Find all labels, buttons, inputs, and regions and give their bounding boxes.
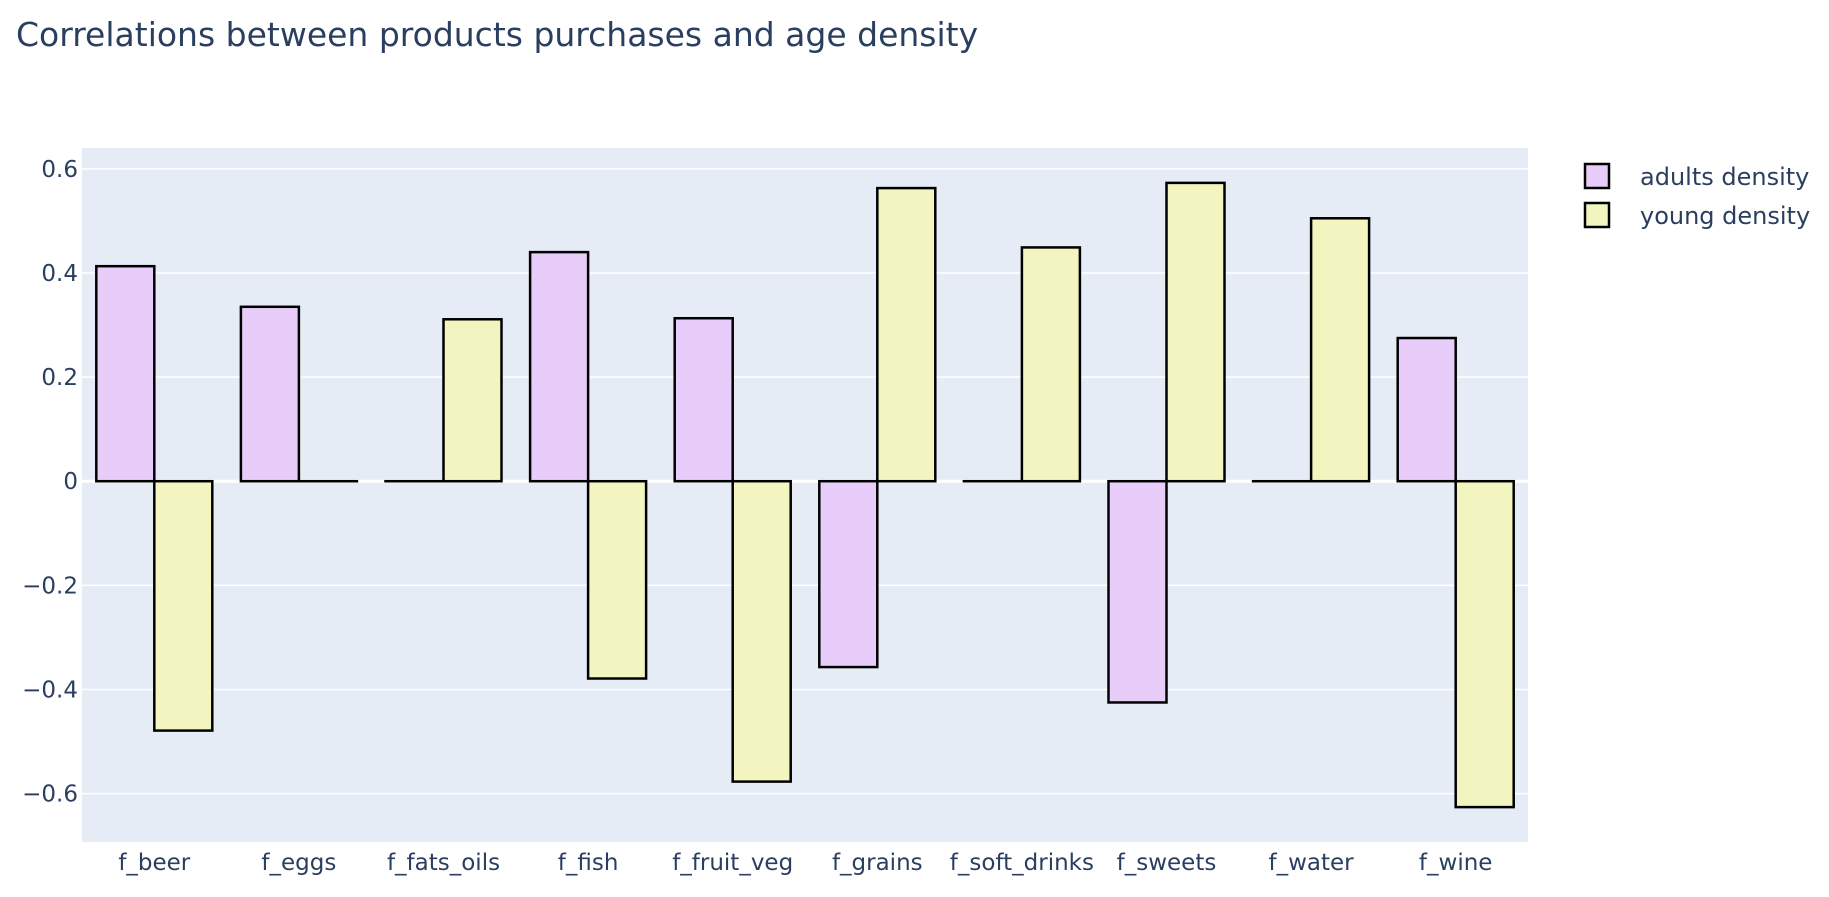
- bar-young-density-f_water[interactable]: [1309, 217, 1371, 483]
- bar-adults-density-f_grains[interactable]: [818, 479, 879, 669]
- legend-item-young-density[interactable]: young density: [1583, 201, 1810, 230]
- x-tick-label: f_fruit_veg: [672, 850, 793, 876]
- y-axis: 0.6 0.4 0.2 0 −0.2 −0.4 −0.6: [22, 157, 78, 808]
- bar-adults-density-f_fish[interactable]: [528, 250, 590, 483]
- bar-adults-density-f_wine[interactable]: [1396, 336, 1457, 483]
- bar-adults-density-f_eggs[interactable]: [239, 305, 301, 483]
- x-tick-label: f_grains: [832, 850, 923, 876]
- plot-area: [82, 148, 1528, 842]
- x-tick-label: f_fats_oils: [387, 850, 500, 876]
- bar-young-density-f_fats_oils[interactable]: [442, 318, 503, 483]
- y-tick-label: −0.4: [22, 677, 78, 703]
- bar-adults-density-f_fruit_veg[interactable]: [673, 316, 734, 483]
- y-tick-label: 0.2: [41, 365, 78, 391]
- bar-young-density-f_sweets[interactable]: [1165, 181, 1226, 483]
- legend-item-adults-density[interactable]: adults density: [1583, 162, 1809, 191]
- bar-young-density-f_wine[interactable]: [1454, 479, 1515, 809]
- bar-adults-density-f_sweets[interactable]: [1107, 479, 1168, 704]
- legend-swatch: [1583, 162, 1611, 190]
- bar-young-density-f_grains[interactable]: [876, 186, 937, 483]
- x-tick-label: f_soft_drinks: [950, 850, 1094, 876]
- x-tick-label: f_fish: [558, 850, 619, 876]
- chart-title: Correlations between products purchases …: [16, 15, 978, 54]
- y-tick-label: −0.2: [22, 573, 78, 599]
- x-tick-label: f_sweets: [1117, 850, 1217, 876]
- x-tick-label: f_wine: [1419, 850, 1493, 876]
- x-tick-label: f_beer: [118, 850, 190, 876]
- y-tick-label: 0: [63, 469, 78, 495]
- legend-label: adults density: [1640, 163, 1809, 191]
- y-tick-label: 0.4: [41, 261, 78, 287]
- x-axis: f_beer f_eggs f_fats_oils f_fish f_fruit_veg…: [118, 850, 1492, 876]
- bar-young-density-f_beer[interactable]: [153, 479, 214, 732]
- y-tick-label: −0.6: [22, 782, 78, 808]
- bar-adults-density-f_beer[interactable]: [95, 264, 156, 483]
- legend[interactable]: adults density young density: [1583, 162, 1810, 230]
- bars: [95, 181, 1515, 809]
- legend-label: young density: [1640, 202, 1810, 230]
- bar-young-density-f_fruit_veg[interactable]: [731, 479, 792, 783]
- bar-young-density-f_soft_drinks[interactable]: [1020, 246, 1082, 483]
- x-tick-label: f_eggs: [261, 850, 336, 876]
- x-tick-label: f_water: [1269, 850, 1355, 876]
- bar-young-density-f_fish[interactable]: [586, 479, 648, 680]
- y-tick-label: 0.6: [41, 157, 78, 183]
- legend-swatch: [1583, 201, 1611, 229]
